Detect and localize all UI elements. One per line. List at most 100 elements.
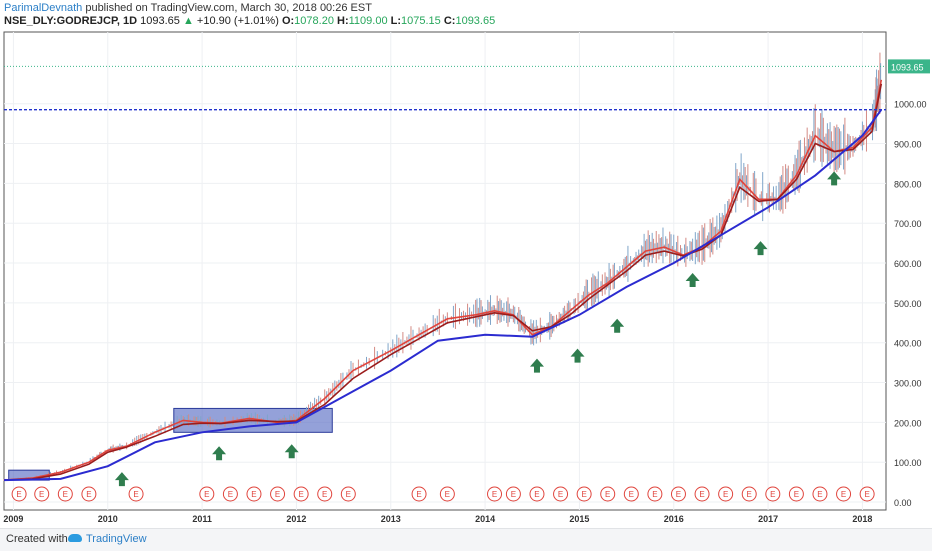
up-arrow-icon: [685, 272, 700, 287]
x-tick-label: 2013: [381, 514, 401, 522]
earnings-marker-label: E: [629, 490, 634, 499]
earnings-marker-label: E: [133, 490, 138, 499]
earnings-marker-icon: [487, 486, 503, 502]
earnings-marker-label: E: [416, 490, 421, 499]
earnings-marker-icon: [529, 486, 545, 502]
up-arrow-icon: [212, 446, 227, 461]
change-arrow-icon: ▲: [182, 15, 194, 27]
y-tick-label: 800.00: [894, 179, 922, 189]
x-tick-label: 2017: [758, 514, 778, 522]
earnings-marker-icon: [34, 486, 50, 502]
earnings-marker-icon: [765, 486, 781, 502]
y-tick-label: 600.00: [894, 259, 922, 269]
earnings-marker-icon: [694, 486, 710, 502]
earnings-marker-icon: [411, 486, 427, 502]
earnings-marker-icon: [11, 486, 27, 502]
earnings-marker-label: E: [534, 490, 539, 499]
earnings-marker-label: E: [817, 490, 822, 499]
price-change: +10.90 (+1.01%): [196, 15, 279, 27]
earnings-marker-label: E: [63, 490, 68, 499]
open-label: O:: [281, 15, 295, 27]
earnings-marker-label: E: [699, 490, 704, 499]
earnings-marker-label: E: [322, 490, 327, 499]
earnings-marker-icon: [788, 486, 804, 502]
up-arrow-icon: [284, 444, 299, 459]
x-tick-label: 2016: [664, 514, 684, 522]
published-text: published on TradingView.com, March 30, …: [85, 2, 372, 14]
last-price: 1093.65: [140, 15, 180, 27]
earnings-marker-label: E: [864, 490, 869, 499]
earnings-marker-icon: [718, 486, 734, 502]
earnings-marker-icon: [505, 486, 521, 502]
series-line: [3, 83, 883, 481]
chart-area[interactable]: 0.00 100.00 200.00 300.00 400.00 500.00 600.00…: [0, 30, 932, 524]
earnings-marker-icon: [741, 486, 757, 502]
author-link[interactable]: ParimalDevnath: [4, 2, 83, 14]
earnings-marker-icon: [270, 486, 286, 502]
x-tick-label: 2010: [98, 514, 118, 522]
close-label: C:: [443, 15, 456, 27]
earnings-marker-icon: [128, 486, 144, 502]
earnings-marker-label: E: [794, 490, 799, 499]
open-value: 1078.20: [294, 15, 334, 27]
earnings-marker-label: E: [298, 490, 303, 499]
earnings-marker-label: E: [86, 490, 91, 499]
plot-border: [3, 31, 887, 511]
up-arrow-icon: [753, 241, 768, 256]
earnings-marker-icon: [859, 486, 875, 502]
y-tick-label: 200.00: [894, 418, 922, 428]
up-arrow-icon: [827, 171, 842, 186]
y-tick-label: 0.00: [894, 498, 912, 508]
brand-name: TradingView: [86, 533, 147, 545]
earnings-marker-label: E: [346, 490, 351, 499]
earnings-marker-label: E: [251, 490, 256, 499]
y-tick-label: 400.00: [894, 339, 922, 349]
earnings-marker-icon: [670, 486, 686, 502]
y-tick-label: 300.00: [894, 379, 922, 389]
x-tick-label: 2014: [475, 514, 495, 522]
x-tick-label: 2012: [286, 514, 306, 522]
up-arrow-icon: [570, 348, 585, 363]
symbol-legend: NSE_DLY:GODREJCP, 1D 1093.65 ▲ +10.90 (+…: [4, 15, 495, 27]
earnings-marker-label: E: [492, 490, 497, 499]
earnings-marker-icon: [576, 486, 592, 502]
earnings-marker-label: E: [558, 490, 563, 499]
earnings-marker-icon: [293, 486, 309, 502]
symbol-name: NSE_DLY:GODREJCP, 1D: [4, 15, 138, 27]
earnings-marker-label: E: [204, 490, 209, 499]
earnings-marker-label: E: [39, 490, 44, 499]
earnings-marker-icon: [836, 486, 852, 502]
earnings-marker-icon: [600, 486, 616, 502]
earnings-marker-icon: [199, 486, 215, 502]
earnings-marker-label: E: [511, 490, 516, 499]
earnings-marker-icon: [222, 486, 238, 502]
earnings-marker-label: E: [841, 490, 846, 499]
x-tick-label: 2015: [569, 514, 589, 522]
earnings-marker-label: E: [676, 490, 681, 499]
earnings-marker-icon: [623, 486, 639, 502]
x-tick-label: 2018: [852, 514, 872, 522]
last-price-label: 1093.65: [891, 62, 924, 72]
high-label: H:: [337, 15, 349, 27]
earnings-marker-label: E: [275, 490, 280, 499]
low-value: 1075.15: [401, 15, 441, 27]
series-line: [3, 109, 883, 482]
earnings-marker-icon: [812, 486, 828, 502]
x-tick-label: 2009: [3, 514, 23, 522]
up-arrow-icon: [610, 318, 625, 333]
earnings-marker-icon: [340, 486, 356, 502]
low-label: L:: [390, 15, 402, 27]
close-value: 1093.65: [455, 15, 496, 27]
last-price-tag: [888, 59, 930, 74]
y-tick-label: 700.00: [894, 219, 922, 229]
earnings-marker-label: E: [445, 490, 450, 499]
y-tick-label: 900.00: [894, 140, 922, 150]
earnings-marker-icon: [81, 486, 97, 502]
high-value: 1109.00: [348, 15, 388, 27]
earnings-marker-icon: [57, 486, 73, 502]
y-tick-label: 500.00: [894, 299, 922, 309]
earnings-marker-label: E: [747, 490, 752, 499]
earnings-marker-icon: [647, 486, 663, 502]
price-chart[interactable]: 0.00 100.00 200.00 300.00 400.00 500.00 600.00…: [0, 30, 932, 524]
tradingview-logo[interactable]: TradingView: [68, 533, 147, 545]
